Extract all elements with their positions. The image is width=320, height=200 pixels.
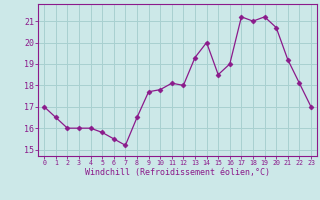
X-axis label: Windchill (Refroidissement éolien,°C): Windchill (Refroidissement éolien,°C) xyxy=(85,168,270,177)
